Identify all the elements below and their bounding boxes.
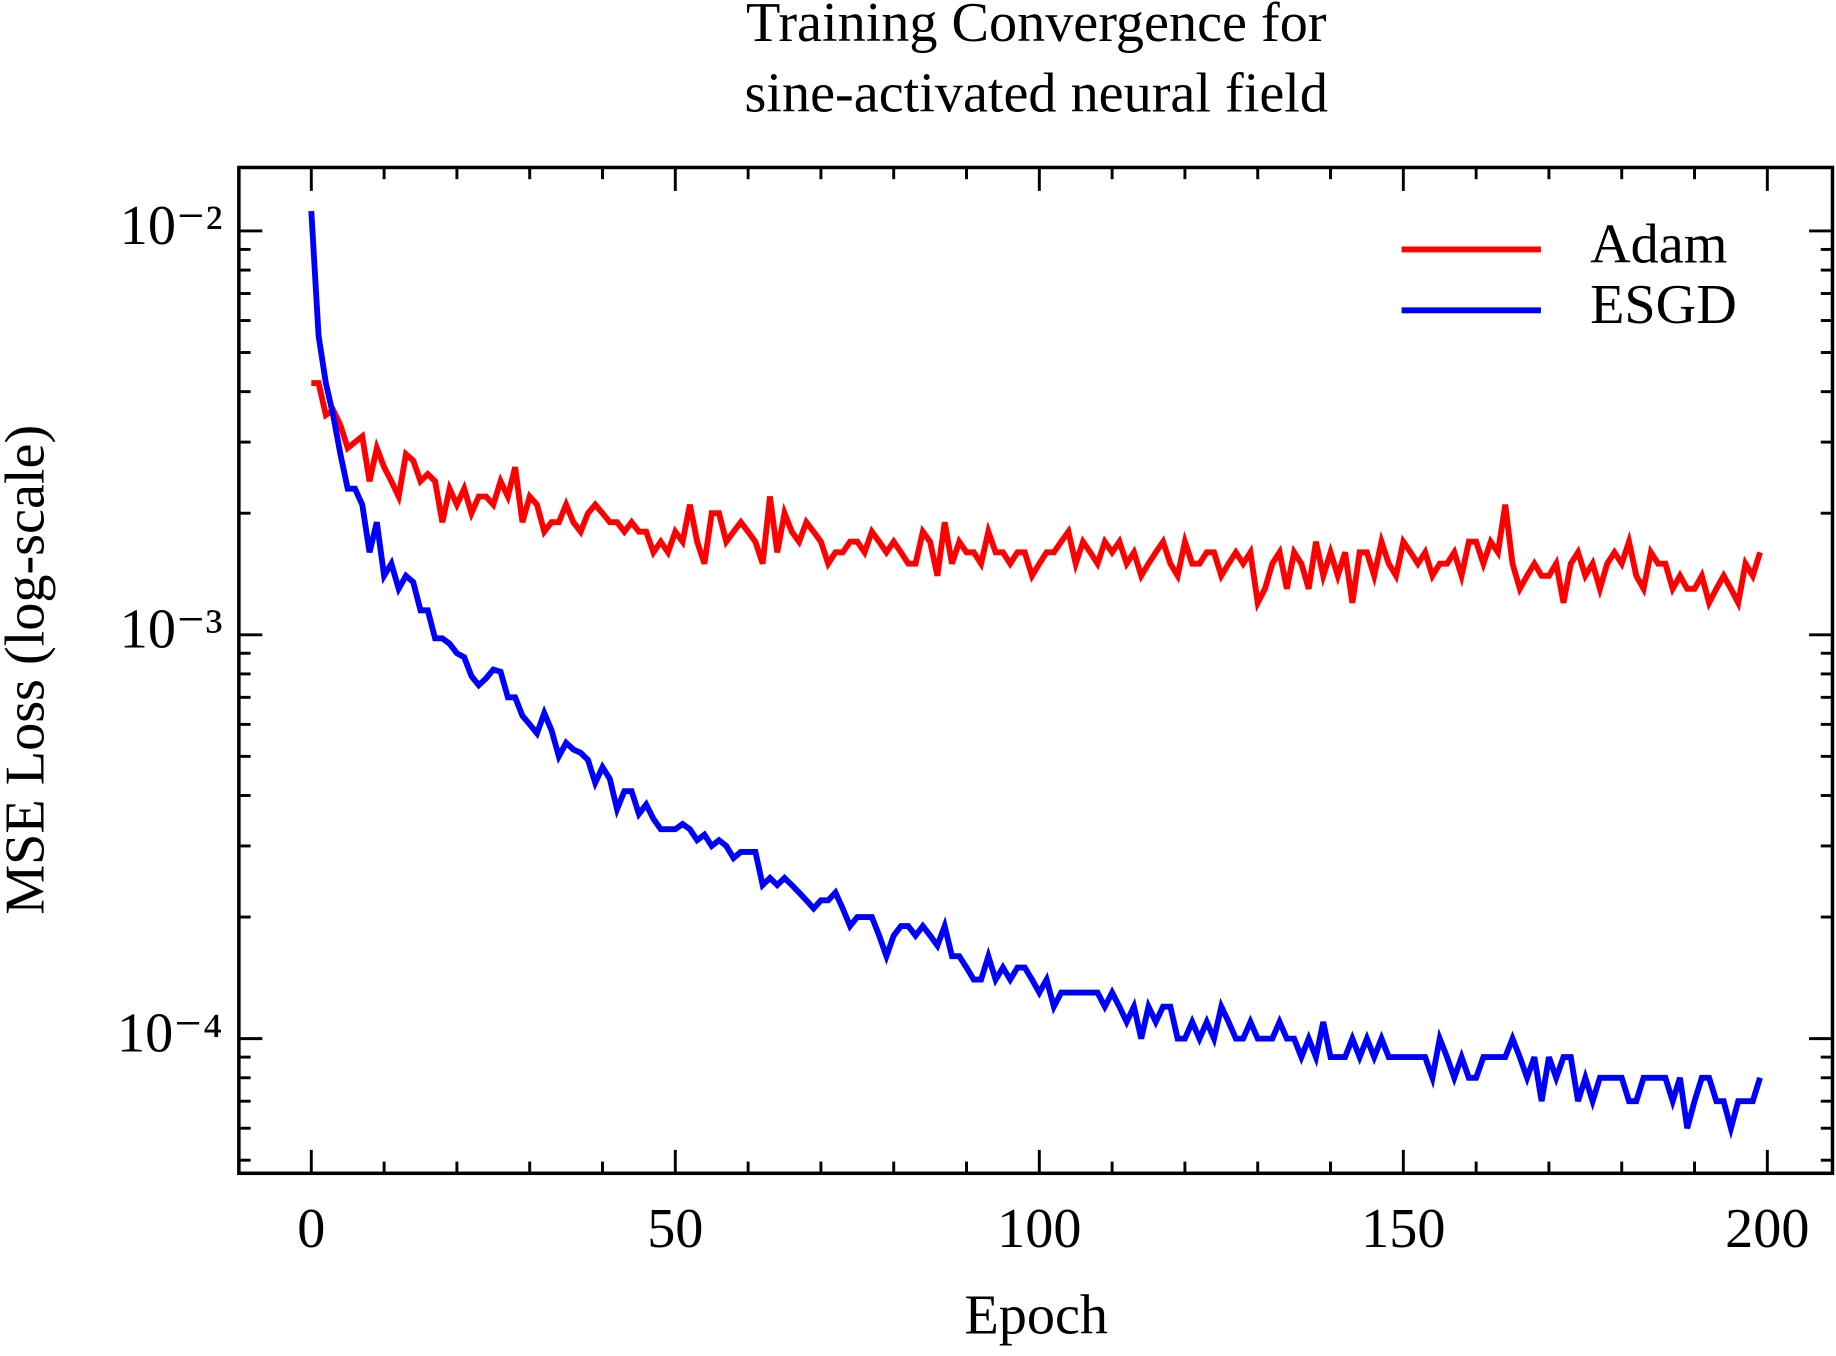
y-tick-label: 10⁻²: [120, 195, 223, 257]
series-line: [308, 210, 1763, 1140]
x-tick-label: 100: [997, 1198, 1081, 1260]
x-tick-label: 150: [1361, 1198, 1445, 1260]
y-tick-label: 10⁻³: [120, 599, 223, 661]
x-axis-label: Epoch: [964, 1285, 1108, 1347]
legend-label: Adam: [1590, 213, 1727, 275]
x-tick-label: 0: [297, 1198, 325, 1260]
plot-frame: [237, 165, 1835, 1176]
series-line: [311, 380, 1763, 613]
y-tick-label: 10⁻⁴: [117, 1003, 222, 1065]
chart-title: Training Convergence for: [746, 0, 1327, 54]
x-tick-label: 50: [647, 1198, 703, 1260]
legend-label: ESGD: [1590, 274, 1737, 336]
chart-title: sine-activated neural field: [745, 62, 1328, 124]
y-axis-label: MSE Loss (log-scale): [0, 425, 56, 915]
x-tick-label: 200: [1725, 1198, 1809, 1260]
